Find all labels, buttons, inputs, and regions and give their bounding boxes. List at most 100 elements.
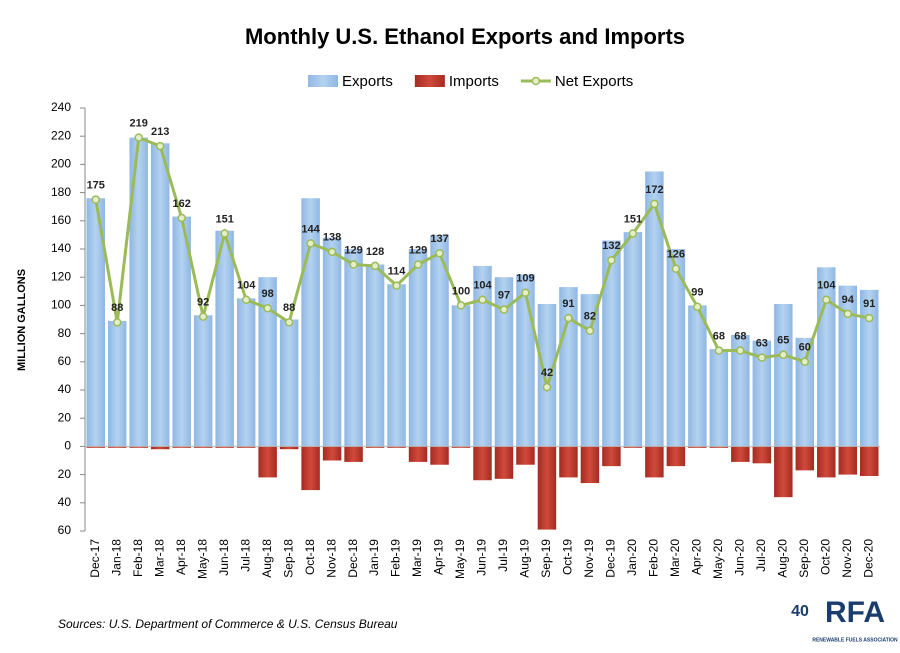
net-marker bbox=[435, 248, 444, 258]
bar bbox=[645, 446, 664, 478]
legend-label: Imports bbox=[449, 73, 499, 90]
x-tick-label: Oct-19 bbox=[561, 539, 575, 575]
data-label: 65 bbox=[777, 335, 789, 347]
bar bbox=[774, 446, 793, 498]
x-tick-label: Feb-20 bbox=[647, 539, 661, 577]
x-tick-label: Mar-20 bbox=[668, 539, 682, 577]
data-label: 114 bbox=[388, 266, 407, 278]
x-tick-label: Sep-18 bbox=[281, 539, 295, 578]
bar bbox=[623, 446, 643, 448]
bar bbox=[709, 349, 729, 447]
data-label: 99 bbox=[691, 287, 703, 299]
y-tick-label: 240 bbox=[51, 100, 71, 114]
bar bbox=[215, 230, 234, 447]
x-tick-label: Jun-19 bbox=[475, 539, 489, 576]
bar bbox=[752, 340, 772, 447]
x-tick-label: Jan-18 bbox=[109, 539, 123, 576]
data-label: 129 bbox=[344, 244, 362, 256]
bar bbox=[752, 446, 772, 464]
bar bbox=[860, 446, 879, 477]
net-marker bbox=[542, 382, 552, 392]
legend-label: Net Exports bbox=[555, 73, 633, 90]
net-marker bbox=[413, 260, 423, 269]
legend-label: Exports bbox=[342, 73, 393, 90]
bar bbox=[172, 446, 191, 448]
bar bbox=[602, 446, 621, 467]
x-tick-label: Dec-20 bbox=[861, 539, 875, 578]
y-tick-label: 120 bbox=[51, 269, 71, 283]
bar bbox=[774, 303, 793, 447]
bar bbox=[451, 305, 471, 447]
y-tick-label: 140 bbox=[51, 241, 71, 255]
x-tick-label: Jan-19 bbox=[367, 539, 381, 576]
data-label: 82 bbox=[584, 311, 596, 323]
x-tick-label: Aug-18 bbox=[260, 539, 274, 578]
net-marker bbox=[155, 141, 165, 151]
bar bbox=[709, 446, 729, 448]
bar bbox=[838, 446, 858, 475]
data-label: 88 bbox=[111, 302, 123, 314]
x-tick-label: Sep-20 bbox=[797, 539, 811, 578]
net-marker bbox=[134, 133, 143, 142]
net-marker bbox=[241, 295, 251, 305]
net-marker bbox=[822, 295, 831, 305]
bar bbox=[344, 249, 363, 447]
x-tick-label: Nov-20 bbox=[840, 539, 854, 578]
bar bbox=[731, 446, 750, 462]
bar bbox=[193, 315, 213, 447]
y-tick-label: 200 bbox=[51, 157, 71, 171]
legend-swatch-marker bbox=[531, 76, 541, 86]
net-marker bbox=[779, 350, 788, 359]
net-marker bbox=[564, 313, 573, 323]
x-tick-label: Jul-20 bbox=[754, 539, 768, 572]
logo-tagline: RENEWABLE FUELS ASSOCIATION bbox=[812, 637, 898, 643]
bar bbox=[107, 446, 127, 448]
bar bbox=[494, 277, 514, 447]
data-label: 91 bbox=[562, 298, 574, 310]
y-tick-label: 0 bbox=[64, 439, 71, 453]
bar bbox=[666, 446, 686, 467]
bar bbox=[107, 320, 127, 447]
bar bbox=[602, 240, 621, 447]
net-marker bbox=[693, 302, 702, 312]
net-marker bbox=[757, 353, 767, 362]
data-label: 132 bbox=[602, 240, 620, 252]
bar bbox=[150, 143, 170, 447]
bar bbox=[817, 267, 836, 447]
bar bbox=[838, 285, 858, 447]
x-tick-label: Mar-18 bbox=[152, 539, 166, 577]
y-tick-label: 100 bbox=[51, 298, 71, 312]
legend-swatch bbox=[308, 75, 338, 87]
bar bbox=[236, 298, 256, 447]
data-label: 63 bbox=[756, 337, 768, 349]
bar bbox=[688, 446, 707, 448]
net-marker bbox=[714, 346, 724, 355]
x-tick-label: Dec-17 bbox=[88, 539, 102, 578]
data-label: 172 bbox=[645, 184, 663, 196]
x-tick-label: Oct-18 bbox=[303, 539, 317, 575]
net-marker bbox=[327, 247, 337, 257]
x-tick-label: Dec-19 bbox=[604, 539, 618, 578]
x-tick-label: Nov-19 bbox=[582, 539, 596, 578]
y-tick-label: 60 bbox=[58, 523, 72, 537]
net-marker bbox=[671, 264, 681, 273]
bar bbox=[172, 216, 191, 447]
logo-number: 40 bbox=[791, 603, 809, 620]
data-label: 98 bbox=[262, 288, 274, 300]
x-tick-label: Feb-18 bbox=[131, 539, 145, 577]
bar bbox=[408, 249, 428, 447]
bar bbox=[430, 446, 449, 465]
y-tick-label: 20 bbox=[58, 467, 72, 481]
logo-name: RFA bbox=[825, 596, 885, 629]
net-marker bbox=[650, 199, 659, 209]
x-tick-label: Jun-18 bbox=[217, 539, 231, 576]
y-tick-label: 20 bbox=[58, 410, 72, 424]
bar bbox=[860, 289, 879, 447]
y-tick-label: 60 bbox=[58, 354, 72, 368]
y-axis-label: MILLION GALLONS bbox=[16, 269, 28, 371]
bar bbox=[86, 446, 105, 448]
data-label: 151 bbox=[624, 213, 642, 225]
data-label: 91 bbox=[863, 298, 875, 310]
data-label: 42 bbox=[541, 367, 553, 379]
